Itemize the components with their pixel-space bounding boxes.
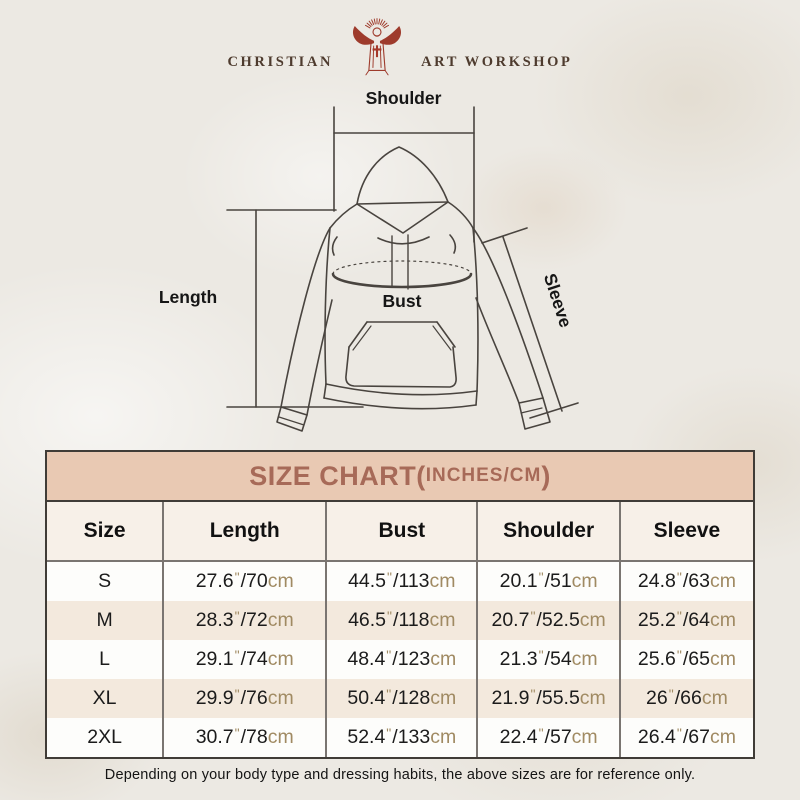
sleeve-cell: 24.8 "/63 cm <box>637 568 736 593</box>
hood-outline <box>356 146 449 290</box>
table-row-m: M 28.3 "/72 cm 46.5 "/118 cm 20.7 "/52.5 cm 25… <box>47 601 753 640</box>
size-cell: 2XL <box>47 718 165 757</box>
title-units: INCHES/CM <box>425 465 542 486</box>
shoulder-cell: 21.3 "/54 cm <box>478 640 621 679</box>
size-cell: M <box>47 601 165 640</box>
size-cell: L <box>47 640 165 679</box>
hoodie-measurement-diagram <box>226 106 579 432</box>
torso-outline <box>323 201 479 410</box>
length-dimension-lines <box>226 209 364 408</box>
sleeve-cell: 26.4 "/67 cm <box>637 724 736 749</box>
left-sleeve-outline <box>276 227 333 432</box>
sleeve-cell: 25.6 "/65 cm <box>637 646 736 671</box>
shoulder-cell: 20.1 "/51 cm <box>478 562 621 601</box>
col-header-length: Length <box>164 502 328 560</box>
col-header-size: Size <box>47 502 165 560</box>
length-cell: 30.7 "/78 cm <box>164 718 328 757</box>
length-cell: 27.6 "/70 cm <box>164 562 328 601</box>
bust-cell: 52.4 "/133 cm <box>327 718 479 757</box>
shoulder-cell: 21.9 "/55.5 cm <box>478 679 621 718</box>
length-label: Length <box>158 287 218 307</box>
right-sleeve-outline <box>472 227 551 430</box>
bust-cell: 50.4 "/128 cm <box>327 679 479 718</box>
size-cell: S <box>47 562 165 601</box>
shoulder-dimension-lines <box>333 106 475 243</box>
length-cell: 28.3 "/72 cm <box>164 601 328 640</box>
size-cell: XL <box>47 679 165 718</box>
sleeve-cell: 26 "/66 cm <box>646 685 728 710</box>
sleeve-cell: 25.2 "/64 cm <box>637 607 736 632</box>
jesus-open-arms-rays-cross-icon <box>353 18 402 76</box>
bust-cell: 48.4 "/123 cm <box>327 640 479 679</box>
table-row-2xl: 2XL 30.7 "/78 cm 52.4 "/133 cm 22.4 "/57 cm 26… <box>47 718 753 757</box>
title-close: ) <box>541 460 551 491</box>
brand-name-right: ART WORKSHOP <box>421 53 573 70</box>
col-header-sleeve: Sleeve <box>653 519 721 542</box>
bust-cell: 44.5 "/113 cm <box>327 562 479 601</box>
bust-label: Bust <box>382 291 422 311</box>
col-header-bust: Bust <box>327 502 479 560</box>
bust-cell: 46.5 "/118 cm <box>327 601 479 640</box>
table-header-row: Size Length Bust Shoulder Sleeve <box>47 502 753 562</box>
table-row-xl: XL 29.9 "/76 cm 50.4 "/128 cm 21.9 "/55.5 cm 2… <box>47 679 753 718</box>
title-main: SIZE CHART( <box>249 460 426 491</box>
reference-note: Depending on your body type and dressing… <box>104 767 696 783</box>
sleeve-dimension-lines <box>481 227 579 419</box>
size-chart-title: SIZE CHART(INCHES/CM) <box>47 452 753 502</box>
col-header-shoulder: Shoulder <box>478 502 621 560</box>
pocket-outline <box>345 321 457 388</box>
brand-name-left: CHRISTIAN <box>227 53 334 70</box>
length-cell: 29.9 "/76 cm <box>164 679 328 718</box>
table-row-l: L 29.1 "/74 cm 48.4 "/123 cm 21.3 "/54 cm 25.6… <box>47 640 753 679</box>
length-cell: 29.1 "/74 cm <box>164 640 328 679</box>
shoulder-cell: 20.7 "/52.5 cm <box>478 601 621 640</box>
size-chart-table: SIZE CHART(INCHES/CM) Size Length Bust S… <box>45 450 755 759</box>
table-row-s: S 27.6 "/70 cm 44.5 "/113 cm 20.1 "/51 cm 24.8… <box>47 562 753 601</box>
shoulder-label: Shoulder <box>365 88 442 108</box>
brand-logo: CHRISTIAN ART WORKSHOP <box>0 10 800 88</box>
bust-measure-ellipse <box>331 260 473 289</box>
shoulder-cell: 22.4 "/57 cm <box>478 718 621 757</box>
